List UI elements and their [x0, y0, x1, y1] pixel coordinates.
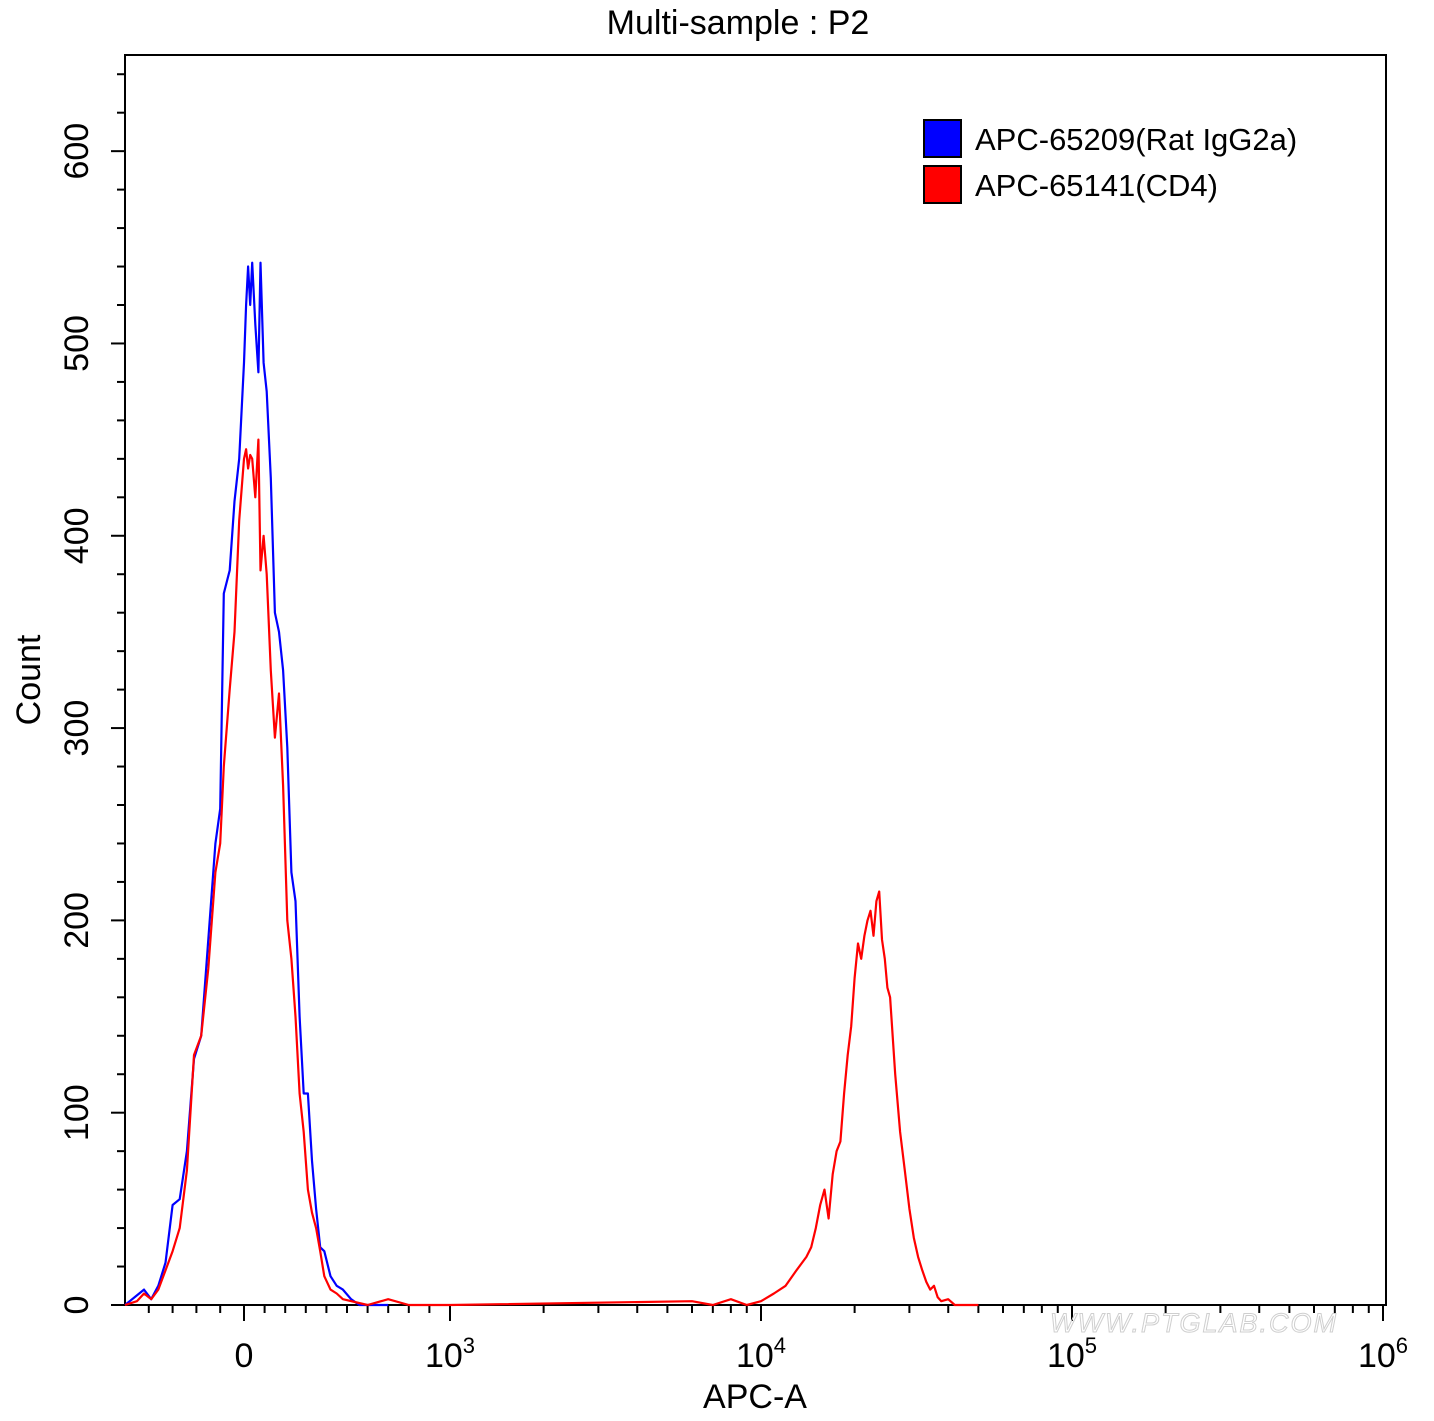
legend: APC-65209(Rat IgG2a) APC-65141(CD4) — [923, 119, 1297, 204]
y-tick-label: 500 — [58, 315, 96, 372]
y-tick-label: 200 — [58, 892, 96, 949]
series-layer — [124, 261, 979, 1307]
x-tick-label: 105 — [1047, 1333, 1097, 1375]
x-axis-label: APC-A — [703, 1378, 807, 1416]
legend-label: APC-65141(CD4) — [975, 168, 1218, 203]
y-tick-label: 0 — [58, 1296, 96, 1315]
legend-label: APC-65209(Rat IgG2a) — [975, 122, 1297, 157]
chart-title: Multi-sample : P2 — [607, 4, 870, 42]
series-line-2 — [124, 438, 979, 1307]
x-tick-label: 106 — [1358, 1333, 1408, 1375]
y-axis-label: Count — [10, 634, 48, 725]
x-tick-label: 0 — [235, 1337, 254, 1375]
y-tick-label: 100 — [58, 1084, 96, 1141]
plot-area — [124, 54, 1387, 1306]
series-line-1 — [124, 261, 389, 1307]
x-tick-label: 103 — [425, 1333, 475, 1375]
y-tick-label: 300 — [58, 700, 96, 757]
x-tick-label: 104 — [736, 1333, 786, 1375]
y-tick-label: 600 — [58, 123, 96, 180]
legend-swatch — [923, 165, 962, 204]
y-tick-label: 400 — [58, 507, 96, 564]
legend-swatch — [923, 119, 962, 158]
watermark: WWW.PTGLAB.COM — [1050, 1308, 1338, 1338]
x-axis: 0 103 104 105 106 — [147, 1305, 1408, 1375]
y-axis: 0 100 200 300 400 500 600 — [58, 73, 125, 1315]
